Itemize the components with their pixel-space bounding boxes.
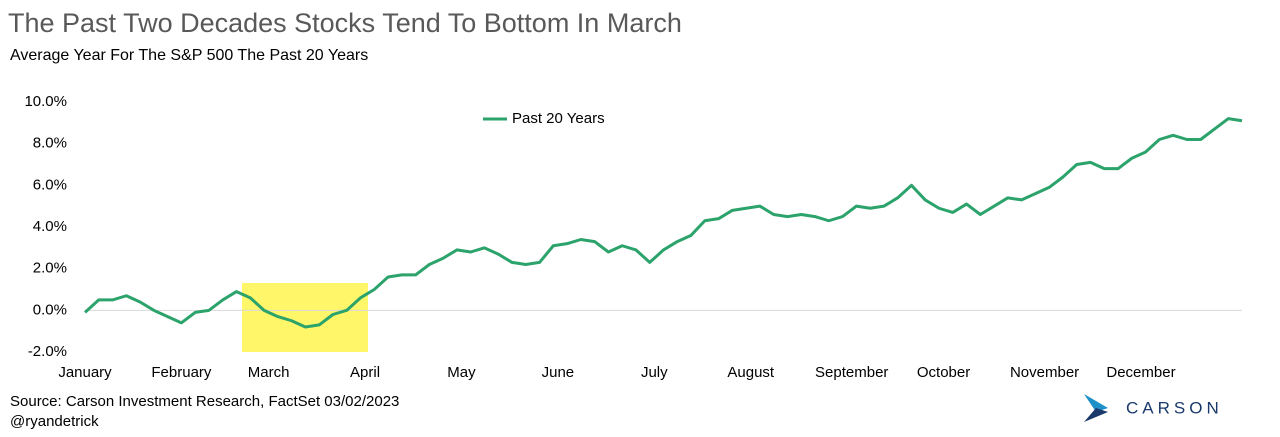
source: Source: Carson Investment Research, Fact… [10,393,399,410]
x-tick-label: July [641,364,668,381]
handle: @ryandetrick [10,413,99,430]
y-tick-label: 0.0% [33,301,67,318]
y-tick-label: 2.0% [33,260,67,277]
x-tick-label: August [727,364,775,381]
y-tick-label: -2.0% [28,343,67,360]
x-tick-label: February [151,364,212,381]
brand: CARSON [1126,398,1223,417]
x-tick-label: March [248,364,290,381]
logo-icon [1084,394,1108,412]
y-tick-label: 4.0% [33,218,67,235]
line [83,117,1243,329]
march-highlight [242,283,368,352]
x-tick-label: December [1106,364,1175,381]
x-tick-label: January [58,364,112,381]
legend-label: Past 20 Years [512,110,605,127]
chart-title: The Past Two Decades Stocks Tend To Bott… [8,8,682,38]
x-tick-label: November [1010,364,1079,381]
x-tick-label: October [917,364,970,381]
y-tick-label: 6.0% [33,176,67,193]
x-tick-label: September [815,364,888,381]
y-tick-label: 10.0% [24,93,67,110]
x-tick-label: April [350,364,380,381]
x-tick-label: May [447,364,476,381]
y-tick-label: 8.0% [33,135,67,152]
logo-icon [1084,408,1108,422]
chart-subtitle: Average Year For The S&P 500 The Past 20… [10,47,368,64]
x-tick-label: June [542,364,575,381]
